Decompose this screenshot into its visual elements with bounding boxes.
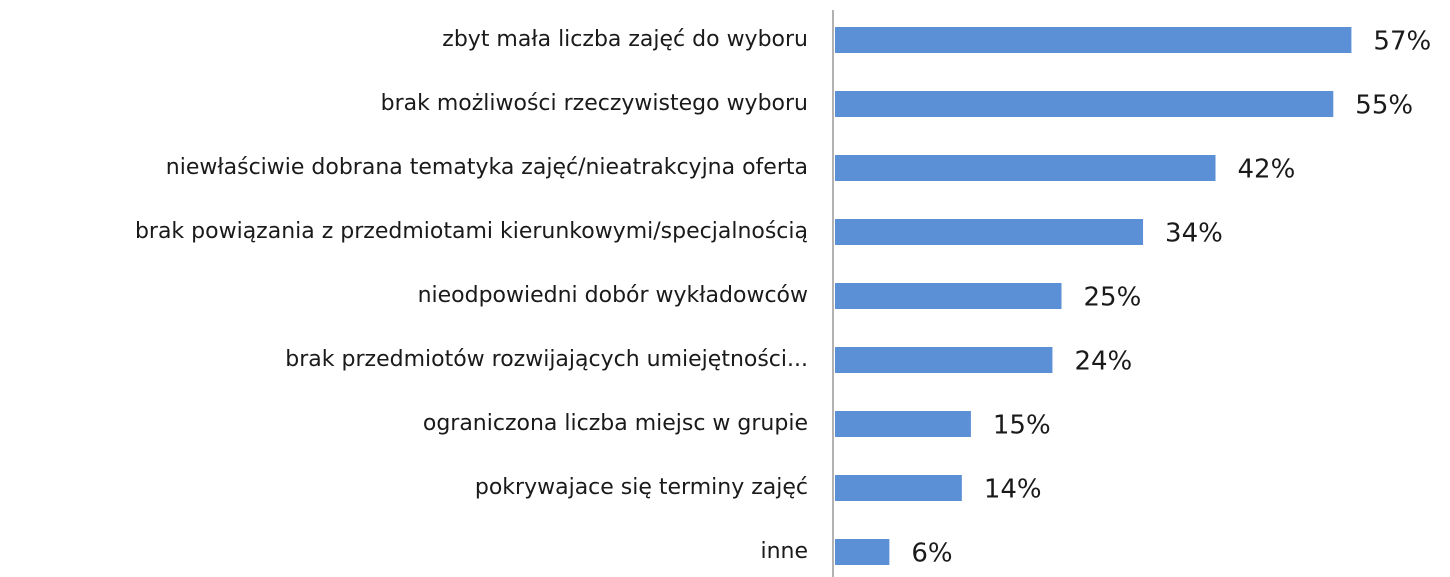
category-label: niewłaściwie dobrana tematyka zajęć/niea… xyxy=(166,155,808,180)
category-label: nieodpowiedni dobór wykładowców xyxy=(418,283,808,308)
value-label: 25% xyxy=(1084,283,1142,313)
category-label: zbyt mała liczba zajęć do wyboru xyxy=(442,27,808,52)
value-label: 24% xyxy=(1074,347,1132,377)
value-label: 14% xyxy=(984,475,1042,505)
bar xyxy=(835,539,890,565)
category-label: ograniczona liczba miejsc w grupie xyxy=(423,411,808,436)
bar xyxy=(835,475,962,501)
bar xyxy=(835,91,1334,117)
category-label: inne xyxy=(760,539,808,564)
value-label: 42% xyxy=(1238,155,1296,185)
category-label: brak powiązania z przedmiotami kierunkow… xyxy=(135,219,808,244)
category-label: pokrywajace się terminy zajęć xyxy=(475,475,808,500)
bar xyxy=(835,411,971,437)
bar xyxy=(835,283,1062,309)
value-label: 6% xyxy=(911,539,952,569)
category-label: brak możliwości rzeczywistego wyboru xyxy=(381,91,808,116)
value-label: 15% xyxy=(993,411,1051,441)
value-label: 55% xyxy=(1355,91,1413,121)
bar xyxy=(835,347,1053,373)
value-label: 57% xyxy=(1373,27,1431,57)
bar xyxy=(835,27,1352,53)
bar xyxy=(835,219,1144,245)
value-label: 34% xyxy=(1165,219,1223,249)
category-label: brak przedmiotów rozwijających umiejętno… xyxy=(285,347,808,372)
bar xyxy=(835,155,1216,181)
